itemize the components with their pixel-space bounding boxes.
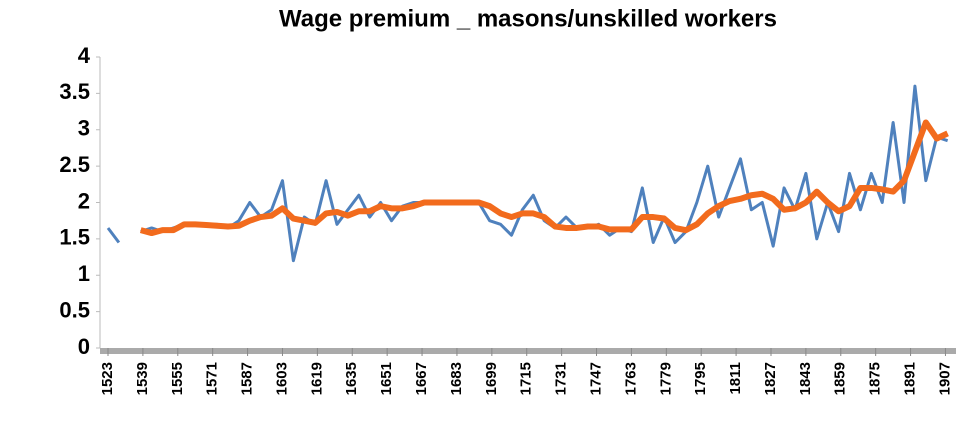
y-tick-label: 3.5	[59, 79, 90, 104]
y-tick-label: 0	[78, 334, 90, 359]
x-tick-label: 1635	[343, 362, 360, 395]
x-tick-label: 1875	[867, 362, 884, 395]
y-tick-label: 0.5	[59, 297, 90, 322]
y-tick-label: 1.5	[59, 225, 90, 250]
x-tick-label: 1523	[99, 362, 116, 395]
x-tick-label: 1779	[657, 362, 674, 395]
x-tick-label: 1811	[727, 362, 744, 395]
x-tick-label: 1715	[518, 362, 535, 395]
series-line	[139, 119, 949, 237]
y-tick-label: 2.5	[59, 152, 90, 177]
x-tick-label: 1571	[204, 362, 221, 395]
x-tick-label: 1539	[134, 362, 151, 395]
x-tick-label: 1795	[692, 362, 709, 395]
x-tick-label: 1907	[936, 362, 953, 395]
y-tick-label: 2	[78, 188, 90, 213]
x-tick-label: 1763	[622, 362, 639, 395]
y-tick-label: 3	[78, 116, 90, 141]
y-tick-label: 4	[78, 43, 91, 68]
chart-title: Wage premium _ masons/unskilled workers	[279, 5, 777, 32]
x-tick-label: 1683	[448, 362, 465, 395]
y-tick-label: 1	[78, 261, 90, 286]
x-axis	[100, 348, 956, 354]
x-tick-label: 1699	[483, 362, 500, 395]
series-line	[106, 227, 121, 244]
x-tick-label: 1891	[902, 362, 919, 395]
x-tick-label: 1619	[308, 362, 325, 395]
x-tick-label: 1843	[797, 362, 814, 395]
x-tick-label: 1731	[553, 362, 570, 395]
x-tick-label: 1827	[762, 362, 779, 395]
x-tick-label: 1747	[587, 362, 604, 395]
x-tick-label: 1667	[413, 362, 430, 395]
x-tick-label: 1555	[169, 362, 186, 395]
x-tick-label: 1859	[832, 362, 849, 395]
x-tick-label: 1587	[239, 362, 256, 395]
x-tick-label: 1651	[378, 362, 395, 395]
x-tick-label: 1603	[273, 362, 290, 395]
series-line	[140, 84, 949, 263]
